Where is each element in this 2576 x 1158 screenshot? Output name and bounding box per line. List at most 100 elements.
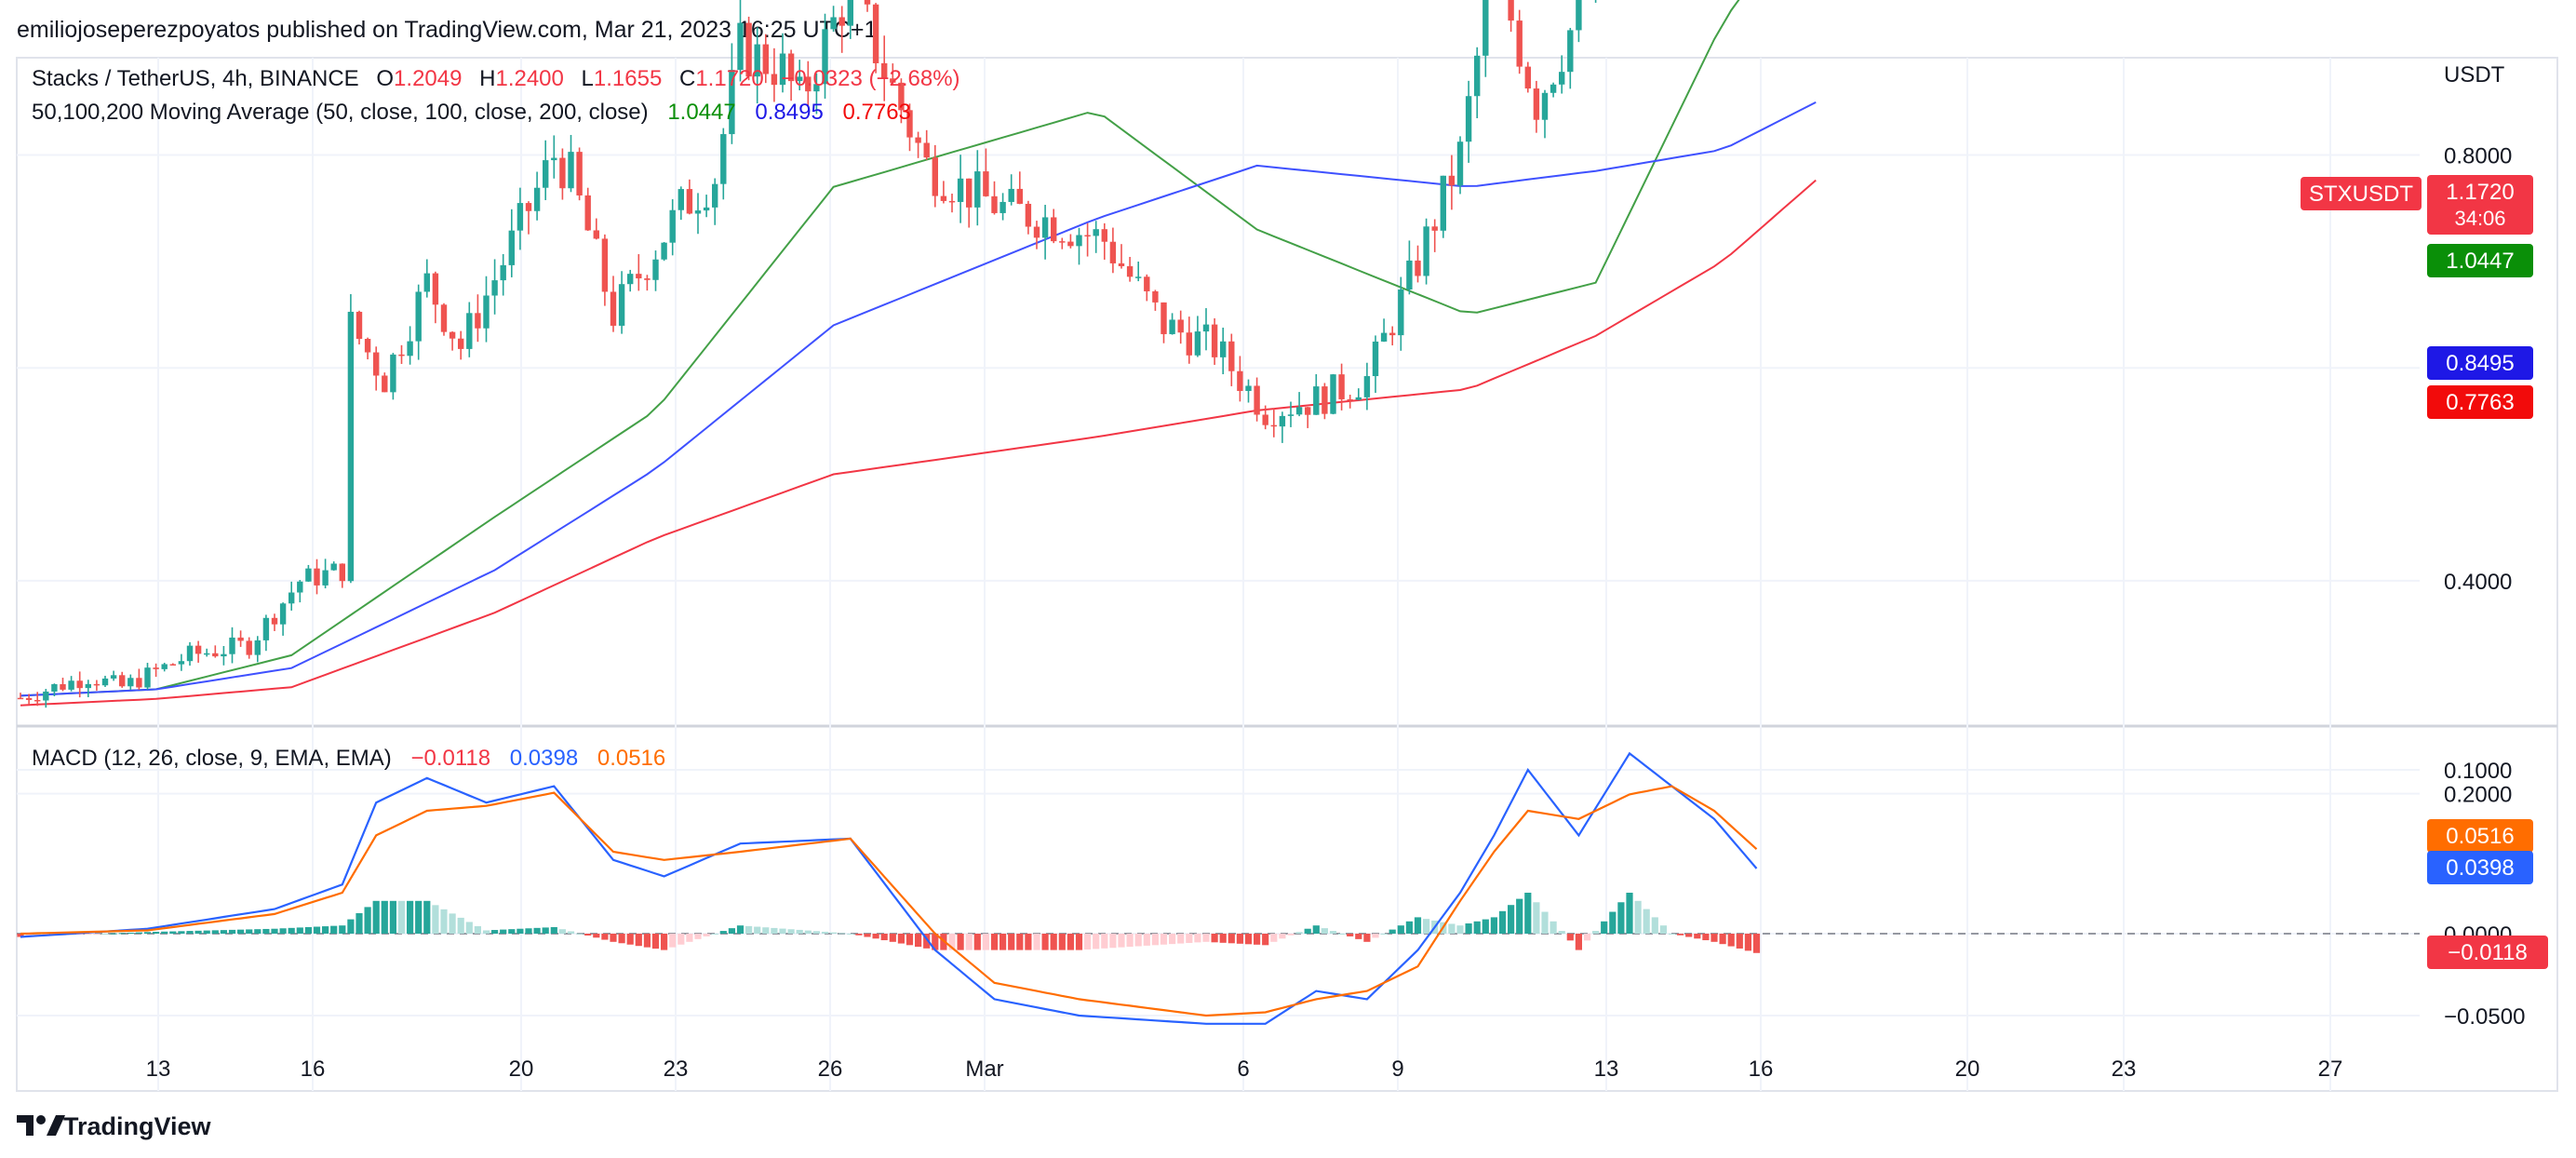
macd-hist-bar <box>932 934 939 950</box>
candle-body <box>1194 331 1201 356</box>
macd-hist-bar <box>796 929 803 934</box>
candle-body <box>483 295 490 329</box>
macd-hist-bar <box>135 932 142 934</box>
time-tick-label: 23 <box>664 1057 689 1082</box>
macd-hist-bar <box>85 934 92 935</box>
macd-hist-bar <box>17 934 24 937</box>
macd-hist-bar <box>915 934 922 948</box>
gridlines <box>17 58 2420 1091</box>
macd-hist-bar <box>1465 923 1472 934</box>
candle-body <box>839 17 845 26</box>
candle-body <box>1483 0 1489 56</box>
ma100-badge: 0.8495 <box>2446 351 2514 376</box>
macd-hist-bar <box>1000 934 1007 950</box>
macd-hist-bar <box>754 926 761 934</box>
macd-hist-bar <box>372 900 380 934</box>
macd-hist-bar <box>1025 934 1032 950</box>
macd-hist-bar <box>423 900 431 934</box>
macd-hist-bar <box>1270 934 1278 942</box>
candle-body <box>661 242 667 260</box>
candle-body <box>34 699 41 702</box>
candle-body <box>923 142 930 158</box>
candle-body <box>1093 229 1099 236</box>
candle-body <box>584 195 591 231</box>
candle-body <box>1270 424 1277 427</box>
candle-body <box>229 637 235 654</box>
candle-body <box>415 291 422 342</box>
macd-hist-bar <box>618 934 625 944</box>
time-tick-label: 9 <box>1391 1057 1403 1082</box>
macd-hist-bar <box>880 934 888 941</box>
candle-body <box>991 195 998 213</box>
candle-body <box>1051 217 1057 242</box>
high-label: H <box>479 66 495 91</box>
macd-hist-bar <box>1033 934 1040 950</box>
macd-hist-bar <box>262 928 270 934</box>
macd-hist-bar <box>517 928 524 934</box>
candle-body <box>1533 88 1540 120</box>
candle-body <box>246 640 252 655</box>
candle-body <box>314 568 320 586</box>
macd-hist-bar <box>313 926 321 934</box>
candle-body <box>1567 30 1574 73</box>
macd-hist-bar <box>1397 925 1404 934</box>
candle-body <box>1474 55 1481 97</box>
candle-body <box>1245 385 1252 391</box>
candle-body <box>508 230 515 265</box>
candle-body <box>652 259 659 280</box>
candle-body <box>93 683 101 686</box>
candle-body <box>1448 175 1456 186</box>
macd-hist-bar <box>948 934 956 950</box>
publisher-line: emiliojoseperezpoyatos published on Trad… <box>17 17 877 43</box>
macd-hist-bar <box>1363 934 1371 942</box>
ma100-value: 0.8495 <box>755 100 823 125</box>
macd-hist-bar <box>1186 934 1193 943</box>
macd-hist-bar <box>101 934 109 935</box>
macd-hist-bar <box>1194 934 1201 943</box>
macd-hist-bar <box>1541 911 1549 934</box>
macd-hist-bar <box>1566 934 1574 941</box>
macd-hist-bar <box>821 931 829 934</box>
macd-hist-bar <box>1414 917 1422 934</box>
macd-hist-bar <box>118 933 126 935</box>
macd-hist-bar <box>279 928 287 934</box>
candle-body <box>1135 276 1142 278</box>
ma100-badge-bg <box>2427 346 2533 380</box>
candle-body <box>712 183 718 208</box>
candle-body <box>382 375 388 393</box>
candle-body <box>1347 398 1353 401</box>
candle-body <box>872 4 879 63</box>
macd-hist-bar <box>1101 934 1108 949</box>
candle-body <box>1550 84 1557 93</box>
macd-hist-bar <box>703 934 710 936</box>
candle-body <box>864 0 871 5</box>
macd-hist-bar <box>407 900 414 934</box>
macd-hist-bar <box>1752 934 1761 953</box>
candle-body <box>1398 290 1404 336</box>
candle-body <box>1177 319 1184 333</box>
macd-hist-bar <box>76 934 84 936</box>
macd-hist-bar <box>1405 921 1413 934</box>
candle-body <box>1211 324 1218 357</box>
candle-body <box>356 311 363 340</box>
candle-body <box>830 17 837 30</box>
macd-hist-bar <box>1389 929 1396 934</box>
candle-body <box>847 0 853 26</box>
candle-body <box>186 645 194 662</box>
candle-body <box>237 637 244 641</box>
svg-text:MACD (12, 26, close, 9, EMA, E: MACD (12, 26, close, 9, EMA, EMA) −0.011… <box>32 746 665 771</box>
macd-hist-bar <box>195 930 202 934</box>
macd-hist-bar <box>787 929 795 934</box>
macd-hist-bar <box>397 900 406 934</box>
candle-body <box>1228 341 1235 371</box>
macd-hist-bar <box>1262 934 1269 946</box>
macd-hist-bar <box>1228 934 1235 944</box>
candle-body <box>983 171 989 196</box>
macd-hist-bar <box>1651 917 1658 934</box>
macd-hist-bar <box>1482 919 1489 934</box>
candle-body <box>76 680 83 689</box>
macd-hist-bar <box>669 934 677 948</box>
macd-hist-bar <box>1694 934 1701 939</box>
ma50-line <box>20 0 1740 697</box>
